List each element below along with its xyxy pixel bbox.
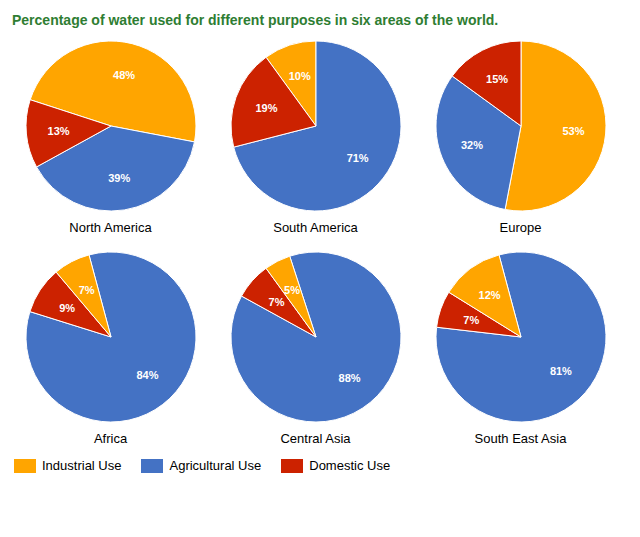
svg-text:71%: 71% — [346, 152, 368, 164]
svg-text:81%: 81% — [549, 365, 571, 377]
svg-text:53%: 53% — [562, 125, 584, 137]
svg-text:84%: 84% — [136, 369, 158, 381]
svg-text:7%: 7% — [463, 314, 479, 326]
svg-text:5%: 5% — [284, 284, 300, 296]
svg-text:10%: 10% — [288, 70, 310, 82]
html-text:Central Asia: Central Asia — [280, 431, 351, 446]
svg-text:48%: 48% — [113, 69, 135, 81]
svg-text:39%: 39% — [108, 172, 130, 184]
svg-text:15%: 15% — [486, 73, 508, 85]
svg-text:7%: 7% — [268, 296, 284, 308]
html-text:Industrial Use: Industrial Use — [42, 458, 122, 473]
html-text:Percentage of water used for d: Percentage of water used for different p… — [12, 12, 499, 28]
html-text:Africa: Africa — [93, 431, 128, 446]
svg-text:19%: 19% — [255, 102, 277, 114]
html-text:Agricultural Use: Agricultural Use — [169, 458, 262, 473]
svg-text:32%: 32% — [460, 139, 482, 151]
html-text:Europe: Europe — [499, 220, 542, 235]
svg-text:9%: 9% — [59, 302, 75, 314]
svg-text:88%: 88% — [338, 372, 360, 384]
html-text:North America: North America — [69, 220, 152, 235]
svg-text:12%: 12% — [478, 289, 500, 301]
html-text:South America: South America — [273, 220, 358, 235]
html-text:South East Asia: South East Asia — [474, 431, 567, 446]
svg-text:13%: 13% — [47, 125, 69, 137]
svg-text:7%: 7% — [78, 284, 94, 296]
html-text:Domestic Use: Domestic Use — [309, 458, 391, 473]
